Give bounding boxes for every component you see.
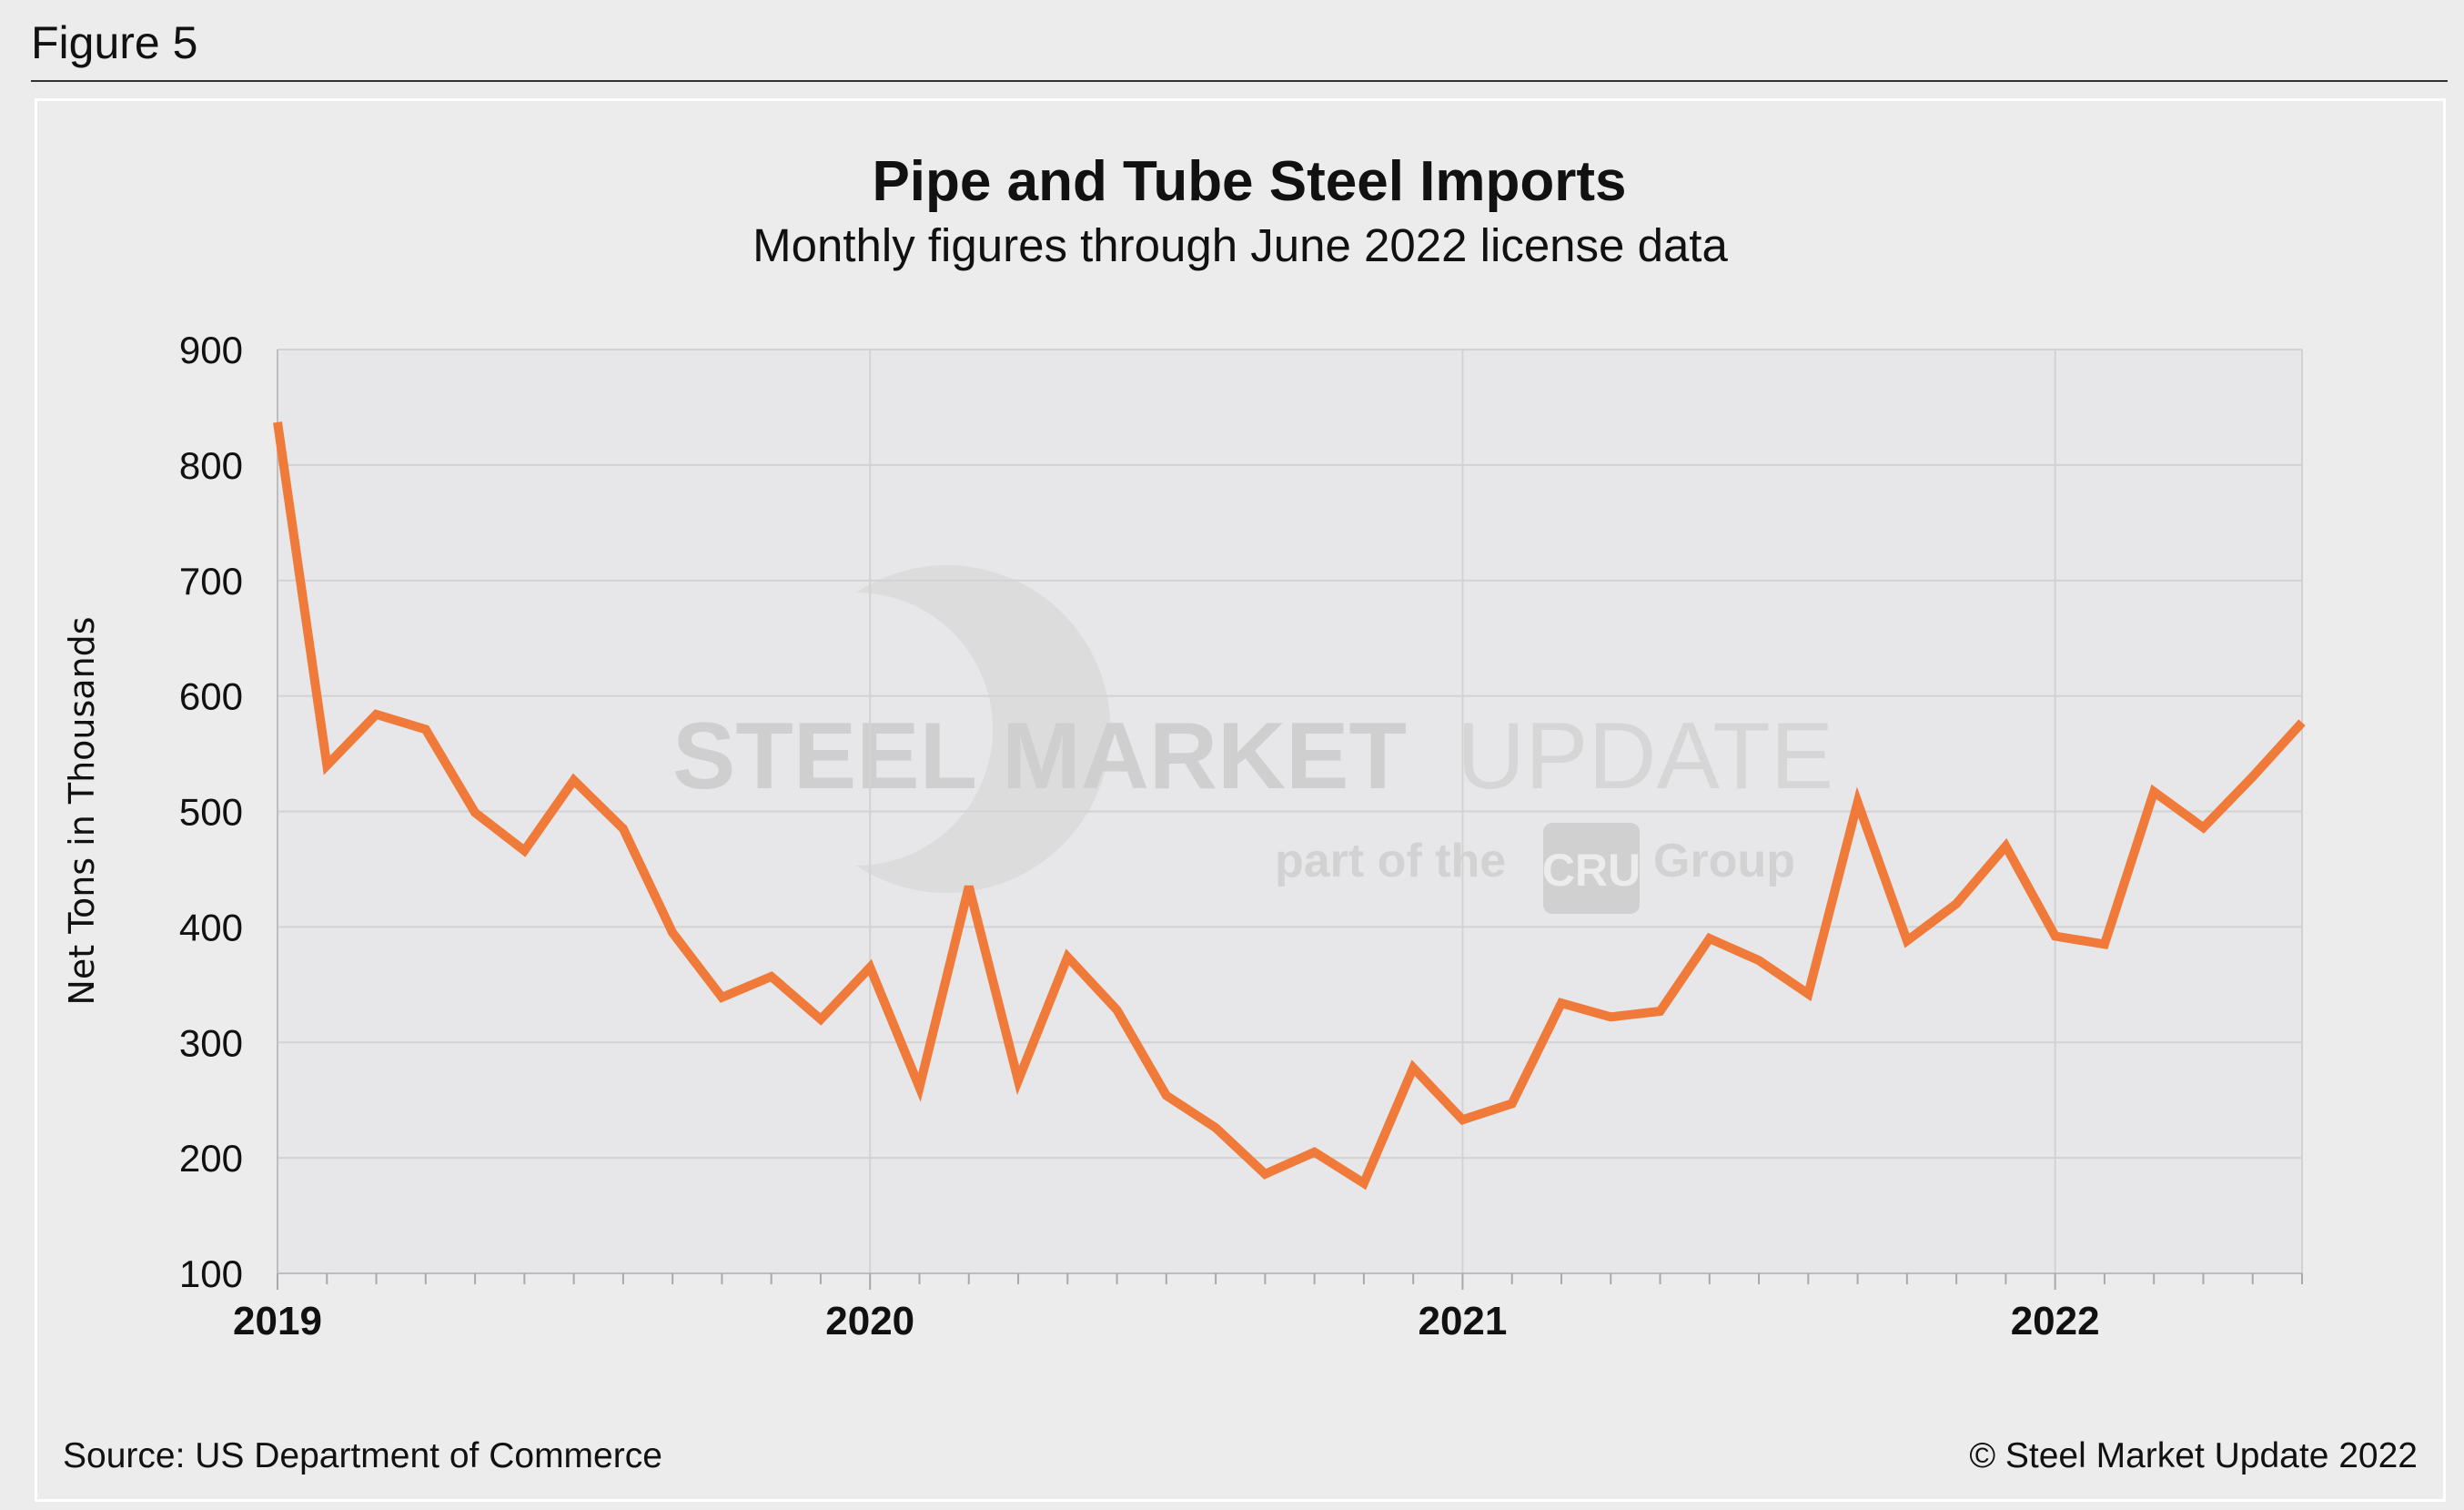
copyright-note: © Steel Market Update 2022	[1969, 1436, 2418, 1475]
y-axis-label: Net Tons in Thousands	[62, 616, 102, 1005]
data-point	[2198, 823, 2207, 832]
data-point	[1211, 1123, 1220, 1132]
data-point	[322, 761, 331, 770]
data-point	[1606, 1012, 1615, 1021]
data-point	[1310, 1148, 1319, 1157]
chart-subtitle: Monthly figures through June 2022 licens…	[752, 219, 1728, 271]
y-tick-label: 400	[179, 906, 243, 948]
source-note: Source: US Department of Commerce	[63, 1436, 662, 1475]
watermark: STEEL MARKET UPDATE part of the CRU Grou…	[672, 565, 1833, 914]
data-point	[717, 993, 726, 1002]
data-point	[2001, 842, 2010, 851]
watermark-update: UPDATE	[1457, 704, 1833, 809]
data-point	[570, 775, 579, 785]
data-point	[2051, 932, 2060, 941]
data-point	[1557, 998, 1566, 1008]
data-point	[1409, 1063, 1418, 1072]
watermark-part-of: part of the	[1275, 835, 1506, 887]
data-point	[1063, 952, 1072, 961]
data-point	[1162, 1091, 1171, 1100]
data-point	[619, 825, 628, 834]
x-tick-label: 2022	[2011, 1299, 2100, 1343]
data-point	[2100, 939, 2109, 948]
data-point	[1705, 934, 1714, 943]
data-point	[1952, 899, 1961, 908]
data-point	[1853, 797, 1863, 806]
x-tick-label: 2020	[825, 1299, 914, 1343]
data-point	[1754, 956, 1763, 965]
data-point	[914, 1083, 924, 1092]
data-point	[767, 972, 776, 981]
watermark-cru-badge	[1543, 823, 1640, 914]
watermark-cru-text: CRU	[1542, 845, 1641, 896]
data-point	[1656, 1007, 1665, 1016]
y-tick-label: 300	[179, 1021, 243, 1064]
header-rule	[31, 80, 2448, 82]
chart-title: Pipe and Tube Steel Imports	[872, 150, 1626, 213]
y-tick-label: 900	[179, 329, 243, 371]
data-point	[964, 882, 974, 891]
data-point	[273, 418, 282, 427]
data-point	[668, 928, 677, 937]
data-point	[2297, 718, 2307, 727]
data-point	[1014, 1076, 1023, 1085]
data-point	[1803, 989, 1813, 998]
data-point	[2248, 772, 2257, 781]
data-point	[865, 963, 874, 972]
y-tick-label: 600	[179, 675, 243, 718]
watermark-group: Group	[1653, 835, 1795, 887]
series-line	[273, 421, 2306, 1191]
x-tick-label: 2021	[1418, 1299, 1507, 1343]
data-point	[470, 808, 480, 817]
data-point	[520, 846, 529, 856]
y-tick-label: 800	[179, 444, 243, 487]
chart-panel: STEEL MARKET UPDATE part of the CRU Grou…	[35, 98, 2446, 1502]
y-axis-ticks: 100 200 300 400 500 600 700 800 900	[179, 329, 243, 1295]
x-axis-ticks: 2019 2020 2021 2022	[233, 1273, 2303, 1343]
data-point	[2149, 787, 2158, 796]
data-point	[1508, 1099, 1517, 1108]
data-point	[1458, 1115, 1467, 1124]
data-point	[816, 1015, 825, 1024]
data-point	[421, 725, 430, 734]
data-point	[1903, 937, 1912, 946]
watermark-steel-market: STEEL MARKET	[672, 704, 1407, 809]
y-tick-label: 500	[179, 791, 243, 834]
y-tick-label: 100	[179, 1252, 243, 1295]
data-point	[1260, 1170, 1269, 1179]
x-tick-label: 2019	[233, 1299, 322, 1343]
data-point	[1359, 1179, 1368, 1188]
line-chart: STEEL MARKET UPDATE part of the CRU Grou…	[62, 150, 2418, 1475]
y-tick-label: 700	[179, 560, 243, 603]
y-tick-label: 200	[179, 1137, 243, 1180]
series-layer	[273, 418, 2307, 1191]
data-point	[1113, 1006, 1122, 1015]
figure-label: Figure 5	[31, 17, 198, 68]
data-point	[372, 710, 381, 719]
